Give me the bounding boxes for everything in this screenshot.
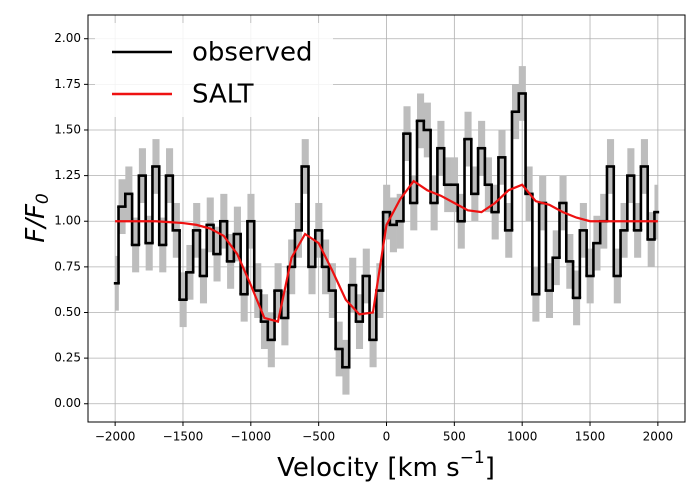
x-tick-label: 0 <box>383 430 391 444</box>
x-tick-label: 500 <box>443 430 466 444</box>
x-label-end: ] <box>485 453 495 483</box>
x-label-sup: −1 <box>460 448 485 468</box>
y-axis-label: F/F0 <box>21 193 54 243</box>
legend: observed SALT <box>95 23 333 117</box>
x-tick-label: 1000 <box>507 430 538 444</box>
x-tick-label: −1500 <box>163 430 204 444</box>
model-line <box>115 179 658 323</box>
legend-label: SALT <box>192 80 254 110</box>
x-tick-label: −500 <box>302 430 335 444</box>
y-tick-label: 1.50 <box>54 122 81 136</box>
x-tick-label: 1500 <box>575 430 606 444</box>
y-tick-label: 0.75 <box>54 259 81 273</box>
y-tick-label: 0.00 <box>54 396 81 410</box>
y-tick-label: 0.50 <box>54 305 81 319</box>
x-axis-label: Velocity [km s−1] <box>277 448 495 483</box>
y-label-sub: 0 <box>33 193 53 204</box>
y-tick-label: 1.75 <box>54 77 81 91</box>
x-tick-label: −2000 <box>95 430 136 444</box>
legend-box <box>95 23 333 117</box>
y-tick-label: 1.25 <box>54 168 81 182</box>
x-tick-label: 2000 <box>643 430 674 444</box>
y-tick-label: 2.00 <box>54 31 81 45</box>
legend-label: observed <box>192 38 313 68</box>
y-label-text: F/F <box>21 203 51 243</box>
x-label-text: Velocity [km s <box>277 453 460 483</box>
y-tick-label: 0.25 <box>54 351 81 365</box>
x-tick-label: −1000 <box>231 430 272 444</box>
plot-frame <box>87 14 686 423</box>
y-tick-label: 1.00 <box>54 214 81 228</box>
